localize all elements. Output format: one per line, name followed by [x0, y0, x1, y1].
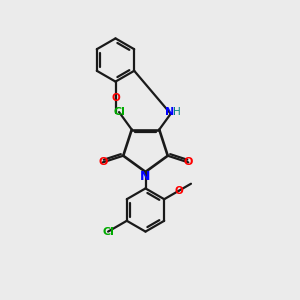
Text: H: H — [173, 107, 181, 117]
Text: O: O — [184, 158, 193, 167]
Text: O: O — [111, 93, 120, 103]
Text: N: N — [140, 169, 150, 183]
Text: Cl: Cl — [102, 226, 114, 237]
Text: O: O — [174, 186, 183, 196]
Text: Cl: Cl — [113, 107, 125, 117]
Text: O: O — [98, 158, 107, 167]
Text: N: N — [165, 107, 174, 117]
